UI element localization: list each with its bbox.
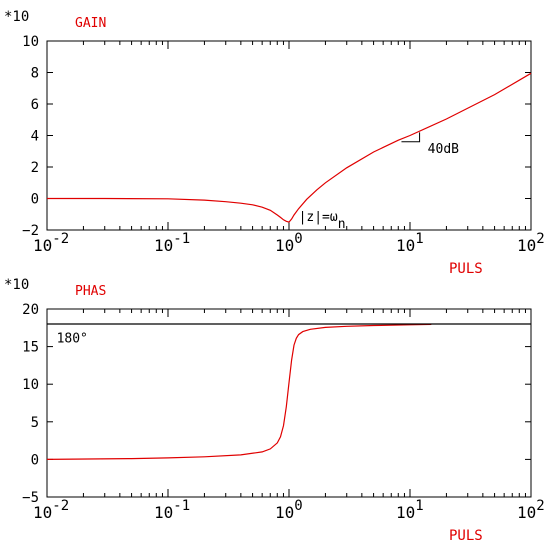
x-tick-exponent: 2 — [536, 231, 544, 247]
x-tick-base: 10 — [396, 503, 415, 522]
x-tick-exponent: -2 — [52, 498, 69, 514]
phase-x-tick-label: 102 — [517, 498, 545, 522]
gain-x-tick-label: 102 — [517, 231, 545, 255]
gain-y-tick-label: 6 — [31, 97, 39, 113]
gain-response-curve — [47, 72, 532, 223]
x-tick-base: 10 — [154, 503, 173, 522]
gain-y-tick-label: −2 — [22, 223, 39, 239]
gain-plot-frame — [46, 40, 532, 231]
phase-title: PHAS — [75, 284, 106, 299]
gain-y-tick-label: 2 — [31, 160, 39, 176]
x-tick-base: 10 — [154, 236, 173, 255]
gain-annotation: 40dB — [428, 142, 459, 157]
x-tick-exponent: 0 — [294, 231, 302, 247]
gain-y-tick-label: 0 — [31, 192, 39, 208]
x-tick-exponent: 1 — [415, 498, 423, 514]
x-tick-exponent: 1 — [415, 231, 423, 247]
phase-y-tick-label: 15 — [22, 340, 39, 356]
gain-x-tick-label: 10-1 — [154, 231, 190, 255]
x-tick-base: 10 — [517, 503, 536, 522]
x-tick-base: 10 — [396, 236, 415, 255]
x-tick-base: 10 — [275, 503, 294, 522]
gain-y-tick-label: 10 — [22, 34, 39, 50]
phase-x-tick-label: 100 — [275, 498, 303, 522]
gain-x-axis-label: PULS — [449, 261, 483, 277]
x-tick-exponent: 0 — [294, 498, 302, 514]
phase-y-tick-label: 0 — [31, 452, 39, 468]
phase-y-tick-label: 10 — [22, 377, 39, 393]
x-tick-exponent: -1 — [173, 498, 190, 514]
x-tick-base: 10 — [275, 236, 294, 255]
phase-x-tick-label: 10-2 — [33, 498, 69, 522]
x-tick-exponent: -2 — [52, 231, 69, 247]
gain-title: GAIN — [75, 16, 106, 31]
phase-scale-label: *10 — [4, 277, 29, 293]
x-tick-base: 10 — [33, 503, 52, 522]
phase-x-axis-label: PULS — [449, 528, 483, 544]
gain-y-tick-label: 8 — [31, 66, 39, 82]
annotation-text: |z|=ω — [299, 210, 338, 225]
phase-y-tick-label: 5 — [31, 415, 39, 431]
gain-x-tick-label: 10-2 — [33, 231, 69, 255]
x-tick-exponent: -1 — [173, 231, 190, 247]
phase-y-tick-label: −5 — [22, 490, 39, 506]
gain-x-tick-label: 101 — [396, 231, 424, 255]
gain-y-tick-label: 4 — [31, 129, 39, 145]
x-tick-base: 10 — [33, 236, 52, 255]
gain-annotation: |z|=ωn — [299, 210, 346, 232]
slope-marker — [401, 132, 421, 143]
phase-x-tick-label: 10-1 — [154, 498, 190, 522]
gain-scale-label: *10 — [4, 9, 29, 25]
annotation-text: 40dB — [428, 142, 459, 157]
phase-y-tick-label: 20 — [22, 302, 39, 318]
phase-response-curve — [46, 323, 432, 460]
phase-x-tick-label: 101 — [396, 498, 424, 522]
phase-annotation: 180° — [57, 332, 88, 347]
annotation-text: 180° — [57, 332, 88, 347]
x-tick-exponent: 2 — [536, 498, 544, 514]
phase-plot-frame — [46, 308, 532, 498]
gain-x-tick-label: 100 — [275, 231, 303, 255]
x-tick-base: 10 — [517, 236, 536, 255]
annotation-subscript: n — [338, 217, 346, 232]
